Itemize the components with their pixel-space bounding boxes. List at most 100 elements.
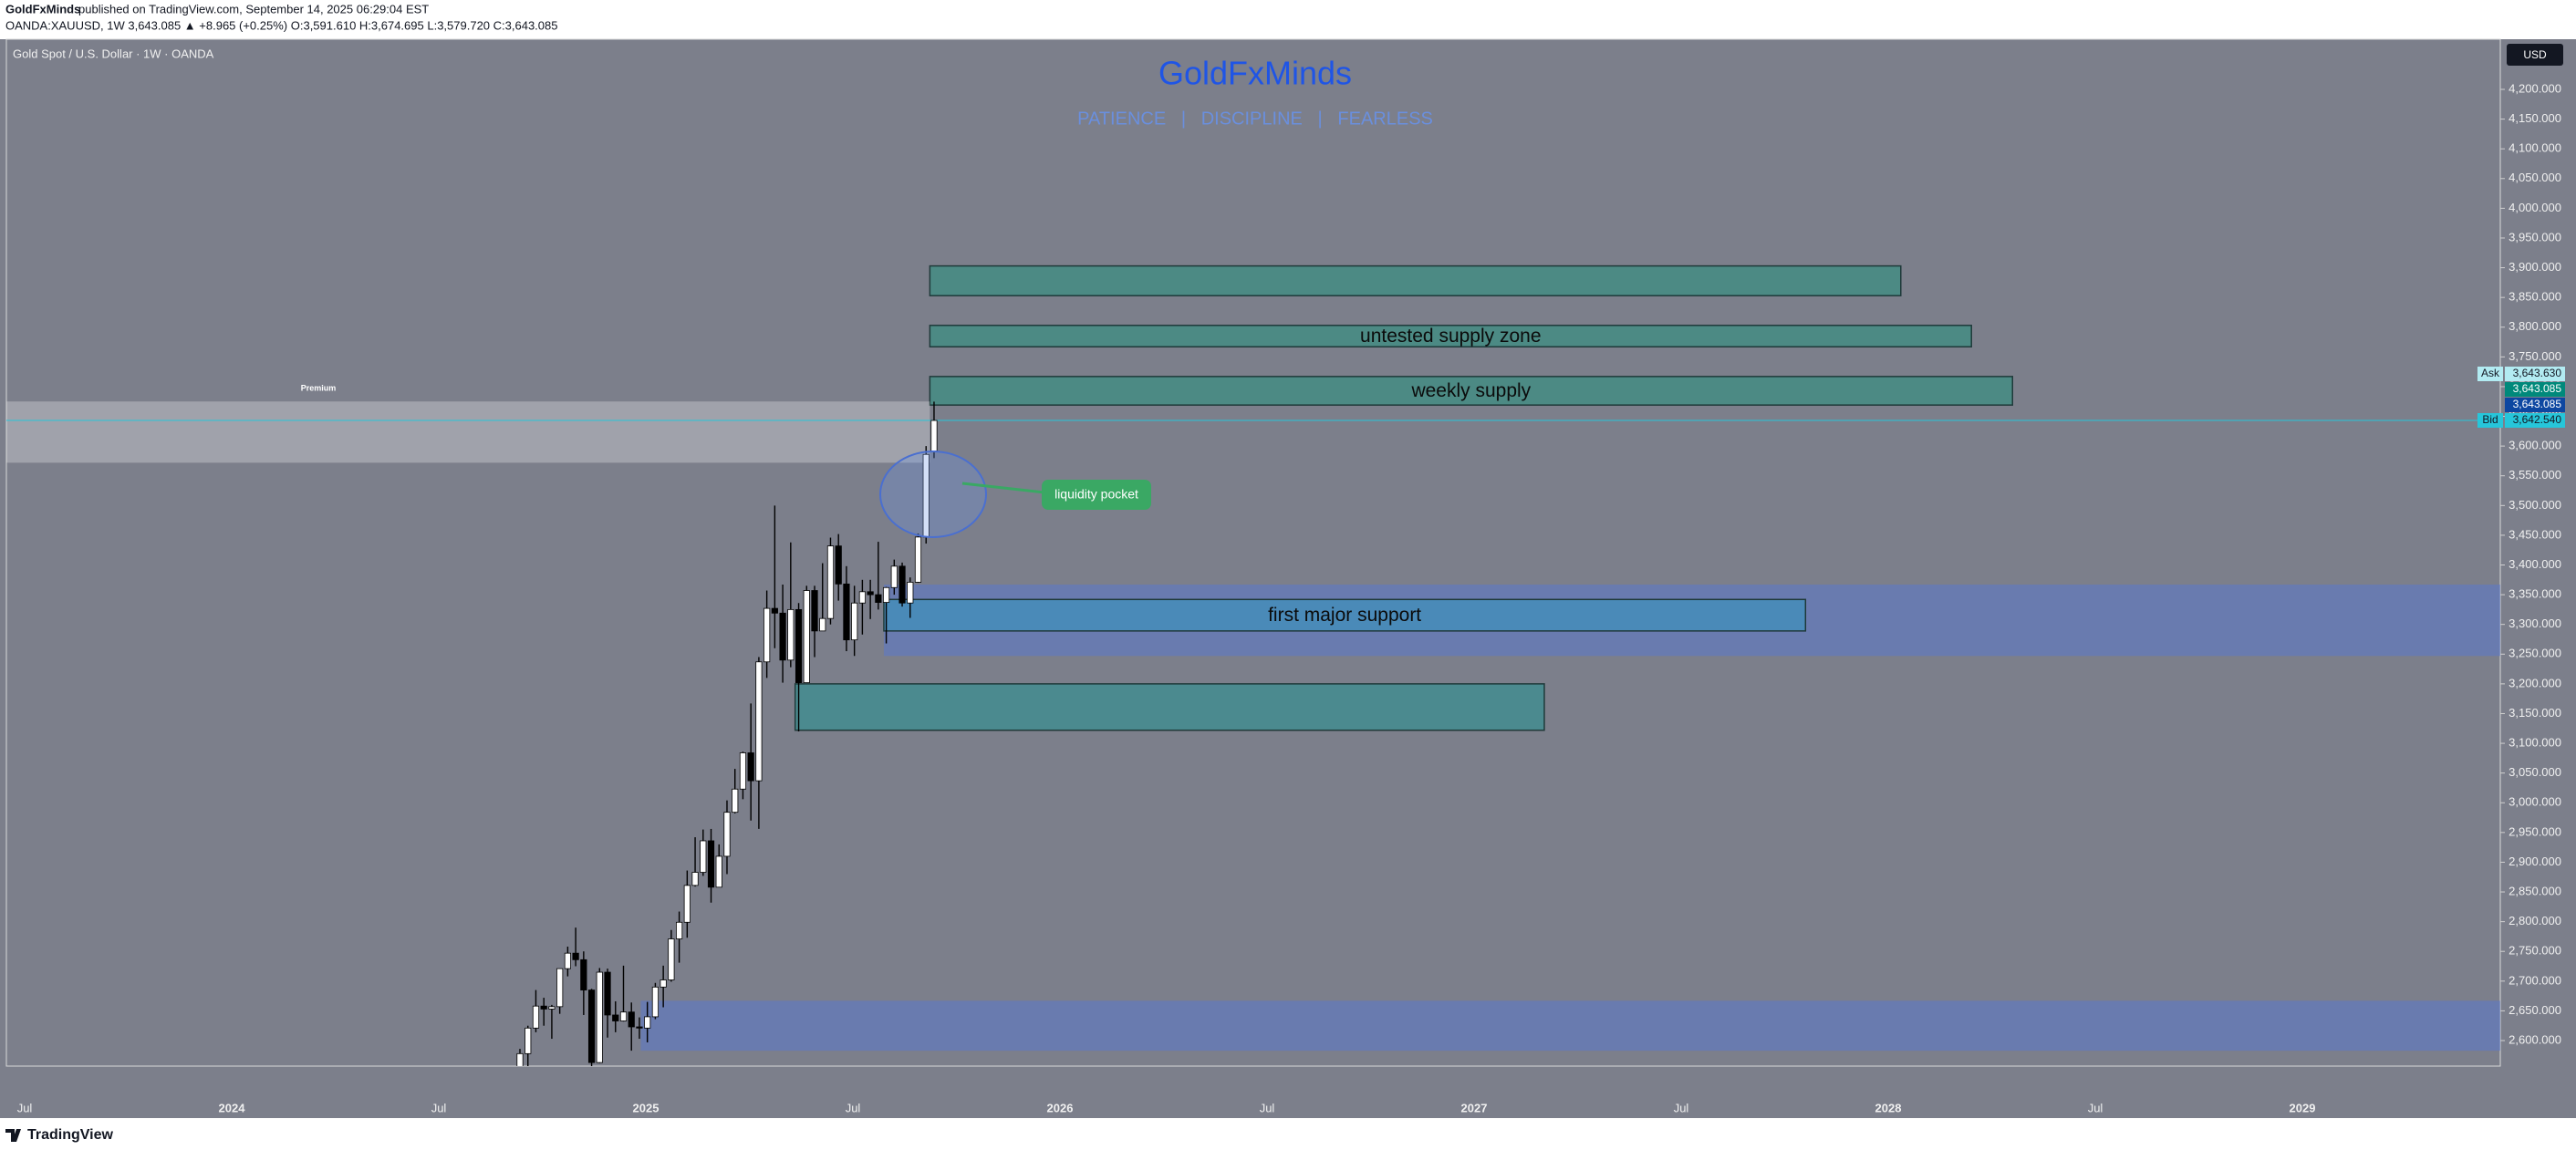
- y-tick-label: 3,200.000: [2508, 676, 2561, 689]
- candle-body: [851, 602, 858, 641]
- candles: [516, 401, 938, 1066]
- candle-body: [907, 582, 914, 604]
- y-tick-label: 3,450.000: [2508, 527, 2561, 541]
- chart-title: GoldFxMinds: [1158, 55, 1352, 92]
- candle-body: [803, 590, 810, 683]
- candle-body: [525, 1027, 532, 1054]
- y-tick-label: 3,400.000: [2508, 557, 2561, 571]
- candle-body: [771, 607, 778, 614]
- candle-body: [867, 591, 874, 596]
- x-tick-label: Jul: [846, 1101, 861, 1114]
- zones: untested supply zone weekly supply Premium…: [6, 264, 2500, 1052]
- candle-body: [930, 420, 938, 451]
- y-tick-label: 2,800.000: [2508, 914, 2561, 927]
- candle-body: [755, 661, 763, 782]
- candle-body: [556, 968, 564, 1008]
- y-tick-label: 2,700.000: [2508, 973, 2561, 987]
- price-tag: [2505, 413, 2565, 428]
- candle-body: [898, 565, 906, 604]
- candle-body: [858, 591, 866, 604]
- price-tag-label: 3,643.085: [2513, 398, 2562, 410]
- currency-button[interactable]: [2507, 44, 2563, 66]
- x-tick-label: Jul: [2088, 1101, 2103, 1114]
- candle-body: [732, 788, 739, 813]
- candle-body: [668, 938, 675, 980]
- candle-body: [612, 1014, 619, 1021]
- candle-body: [548, 1006, 556, 1010]
- candle-body: [683, 885, 691, 923]
- price-tag-label: 3,642.540: [2513, 413, 2562, 426]
- candle-body: [747, 752, 754, 782]
- currency-label: USD: [2523, 48, 2547, 61]
- x-tick-label: Jul: [431, 1101, 447, 1114]
- zone-label: first major support: [1268, 605, 1421, 626]
- price-tag: [2505, 398, 2565, 412]
- candle-body: [644, 1016, 651, 1029]
- x-tick-label: 2027: [1461, 1101, 1488, 1114]
- legend: OANDA:XAUUSD, 1W 3,643.085 ▲ +8.965 (+0.…: [5, 18, 557, 32]
- y-tick-label: 4,200.000: [2508, 81, 2561, 95]
- candle-body: [564, 952, 571, 969]
- y-tick-label: 3,550.000: [2508, 468, 2561, 482]
- y-tick-label: 2,750.000: [2508, 944, 2561, 958]
- y-tick-label: 3,000.000: [2508, 795, 2561, 809]
- y-tick-label: 3,800.000: [2508, 319, 2561, 333]
- y-tick-label: 2,850.000: [2508, 884, 2561, 897]
- zone: [929, 264, 1902, 296]
- candle-body: [882, 586, 890, 603]
- candle-body: [651, 986, 660, 1018]
- candle-body: [532, 1005, 540, 1029]
- y-tick-label: 3,050.000: [2508, 765, 2561, 779]
- zone-label: Premium: [301, 384, 337, 393]
- y-tick-label: 3,750.000: [2508, 349, 2561, 363]
- y-tick-label: 3,600.000: [2508, 439, 2561, 452]
- candle-body: [715, 855, 722, 888]
- zone-label: weekly supply: [1410, 380, 1531, 401]
- y-tick-label: 3,250.000: [2508, 647, 2561, 660]
- callout-box: [1042, 480, 1151, 510]
- price-tag-label: 3,643.630: [2513, 367, 2562, 379]
- y-tick-label: 3,350.000: [2508, 587, 2561, 601]
- candle-body: [604, 971, 611, 1016]
- candle-body: [835, 545, 842, 585]
- callout-pointer: [961, 482, 1045, 494]
- candle-body: [707, 840, 715, 888]
- x-tick-label: 2026: [1047, 1101, 1074, 1114]
- candle-body: [826, 545, 835, 619]
- candle-body: [691, 872, 699, 886]
- candle-body: [811, 590, 818, 632]
- y-tick-label: 4,000.000: [2508, 201, 2561, 214]
- zone-label: untested supply zone: [1360, 326, 1541, 347]
- chart-subtitle: PATIENCE | DISCIPLINE | FEARLESS: [1077, 109, 1433, 129]
- y-tick-label: 3,100.000: [2508, 736, 2561, 750]
- band: [640, 1000, 2500, 1052]
- candle-body: [676, 921, 683, 939]
- x-tick-label: 2025: [633, 1101, 660, 1114]
- candle-body: [723, 812, 731, 857]
- candle-body: [787, 608, 795, 661]
- brand-logo: [5, 1129, 21, 1142]
- y-tick-label: 2,650.000: [2508, 1003, 2561, 1017]
- brand: TradingView: [27, 1127, 114, 1143]
- y-tick-label: 2,600.000: [2508, 1032, 2561, 1046]
- author: GoldFxMinds: [5, 2, 80, 16]
- published: published on TradingView.com, September …: [78, 2, 429, 16]
- zone: [6, 401, 930, 463]
- candle-body: [739, 752, 747, 790]
- zone: [929, 325, 1972, 348]
- y-tick-label: 3,850.000: [2508, 290, 2561, 304]
- price-tag-label: 3,643.085: [2513, 382, 2562, 395]
- price-tag: [2505, 382, 2565, 397]
- x-tick-label: 2024: [219, 1101, 246, 1114]
- liquidity-ellipse: [879, 451, 987, 538]
- plot-frame: [5, 38, 2501, 1067]
- zone: [883, 598, 1807, 632]
- zone: [929, 376, 2013, 406]
- candle-body: [628, 1011, 635, 1028]
- candle-body: [596, 971, 603, 1063]
- candle-body: [763, 607, 771, 663]
- candle-body: [795, 608, 803, 683]
- y-tick-label: 2,900.000: [2508, 855, 2561, 868]
